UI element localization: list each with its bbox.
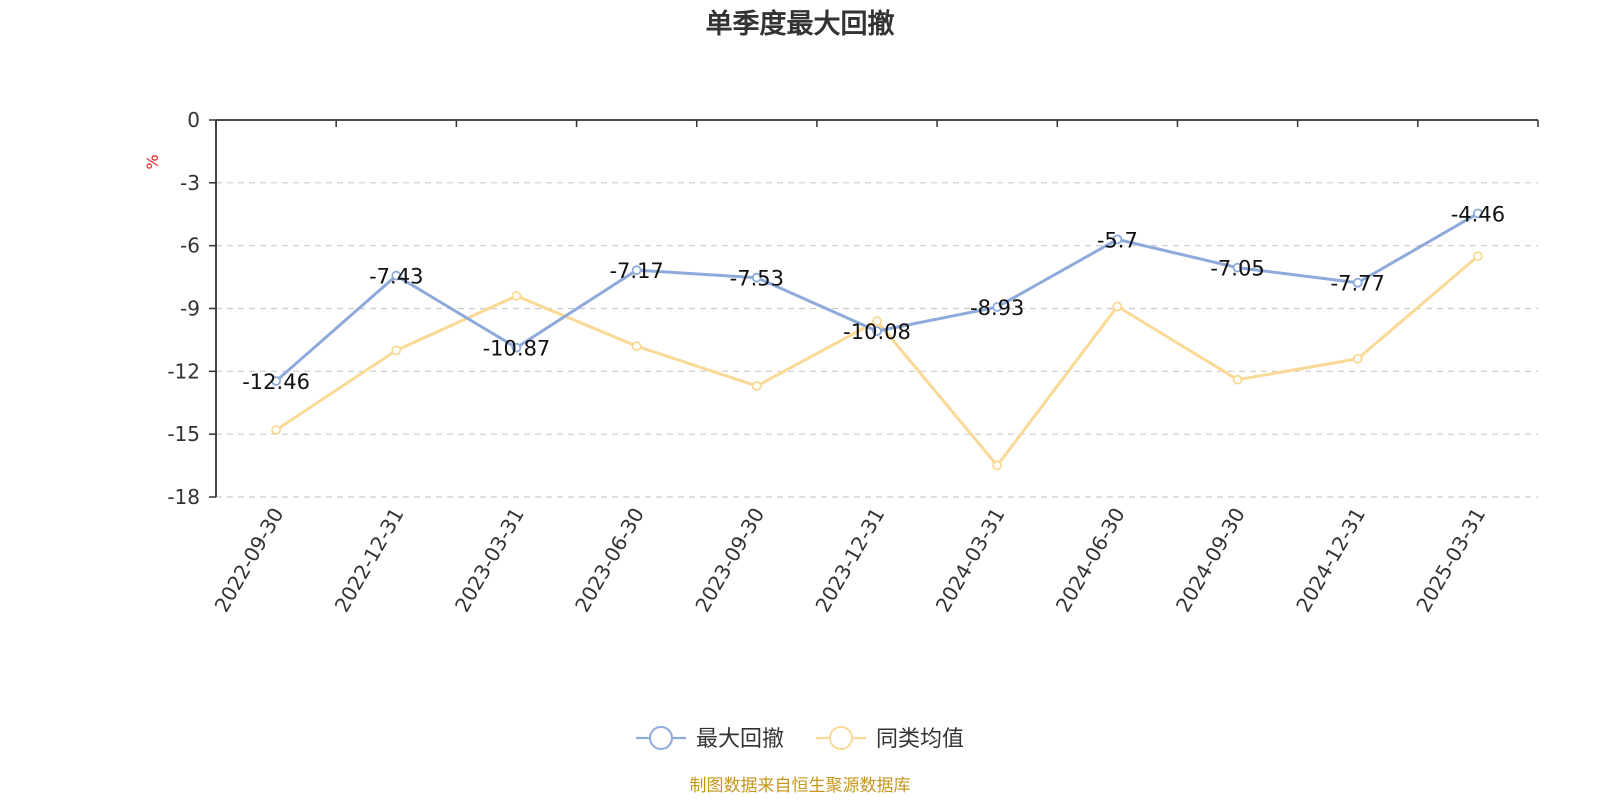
data-labels: -12.46 -7.43 -10.87 -7.17 -7.53 -10.08 -8.93 -5… xyxy=(242,202,1505,394)
data-label: -8.93 xyxy=(970,296,1024,320)
axes xyxy=(209,119,1539,498)
data-point[interactable] xyxy=(391,270,402,281)
x-tick-label: 2022-09-30 xyxy=(210,504,289,617)
data-point[interactable] xyxy=(631,341,642,352)
data-point[interactable] xyxy=(1112,301,1123,312)
x-tick-labels: 2022-09-30 2022-12-31 2023-03-31 2023-06-30… xyxy=(210,504,1491,617)
data-point[interactable] xyxy=(992,460,1003,471)
x-tick-label: 2023-06-30 xyxy=(570,504,649,617)
legend[interactable]: 最大回撤 同类均值 xyxy=(636,726,964,752)
data-point[interactable] xyxy=(391,345,402,356)
x-tick-label: 2022-12-31 xyxy=(330,504,409,617)
x-tick-label: 2024-09-30 xyxy=(1171,504,1250,617)
data-label: -7.43 xyxy=(369,265,423,289)
x-tick-label: 2024-12-31 xyxy=(1291,504,1370,617)
data-point[interactable] xyxy=(992,302,1003,312)
legend-label: 同类均值 xyxy=(876,727,964,752)
data-point[interactable] xyxy=(271,425,281,435)
chart-title: 单季度最大回撤 xyxy=(706,8,895,40)
y-tick-labels: 0 -3 -6 -9 -12 -15 -18 xyxy=(167,108,200,509)
data-point[interactable] xyxy=(1232,262,1243,273)
data-point[interactable] xyxy=(631,265,642,276)
x-tick-label: 2023-03-31 xyxy=(450,504,529,617)
x-tick-label: 2024-03-31 xyxy=(931,504,1010,617)
data-label: -10.08 xyxy=(843,320,911,344)
data-point[interactable] xyxy=(1232,374,1243,385)
data-label: -4.46 xyxy=(1451,202,1505,226)
data-point[interactable] xyxy=(872,326,882,337)
data-label: -5.7 xyxy=(1097,228,1138,252)
y-axis-label: % xyxy=(143,154,162,169)
grid-lines xyxy=(216,182,1538,498)
y-tick-label: -12 xyxy=(167,359,200,383)
legend-label: 最大回撤 xyxy=(696,727,784,752)
data-point[interactable] xyxy=(872,316,882,326)
x-tick-label: 2023-09-30 xyxy=(690,504,769,617)
data-point[interactable] xyxy=(751,272,762,283)
legend-marker-icon xyxy=(829,726,853,750)
data-point[interactable] xyxy=(271,376,281,386)
data-point[interactable] xyxy=(1352,277,1363,288)
data-label: -7.77 xyxy=(1331,272,1385,296)
data-label: -12.46 xyxy=(242,370,310,394)
data-point[interactable] xyxy=(751,381,762,391)
series-lines xyxy=(271,208,1483,471)
data-point[interactable] xyxy=(1352,353,1363,364)
y-tick-label: -15 xyxy=(167,422,200,446)
data-point[interactable] xyxy=(511,291,522,301)
data-point[interactable] xyxy=(511,342,522,353)
data-label: -10.87 xyxy=(483,337,551,361)
y-tick-label: -3 xyxy=(180,171,200,195)
data-point[interactable] xyxy=(1473,208,1483,219)
legend-marker-icon xyxy=(649,726,673,750)
series-line-0 xyxy=(275,212,1479,383)
y-tick-label: -6 xyxy=(180,234,200,258)
y-tick-label: -18 xyxy=(167,485,200,509)
y-tick-label: -9 xyxy=(180,297,200,321)
x-tick-label: 2024-06-30 xyxy=(1051,504,1130,617)
data-point[interactable] xyxy=(1112,234,1123,245)
x-tick-label: 2025-03-31 xyxy=(1411,504,1490,617)
legend-item-0[interactable]: 最大回撤 xyxy=(636,726,784,752)
data-label: -7.05 xyxy=(1210,257,1264,281)
y-tick-label: 0 xyxy=(187,108,200,132)
x-tick-label: 2023-12-31 xyxy=(810,504,889,617)
data-label: -7.53 xyxy=(730,267,784,291)
data-point[interactable] xyxy=(1473,251,1483,262)
source-note: 制图数据来自恒生聚源数据库 xyxy=(690,776,911,796)
legend-item-1[interactable]: 同类均值 xyxy=(816,726,964,752)
data-label: -7.17 xyxy=(609,259,663,283)
